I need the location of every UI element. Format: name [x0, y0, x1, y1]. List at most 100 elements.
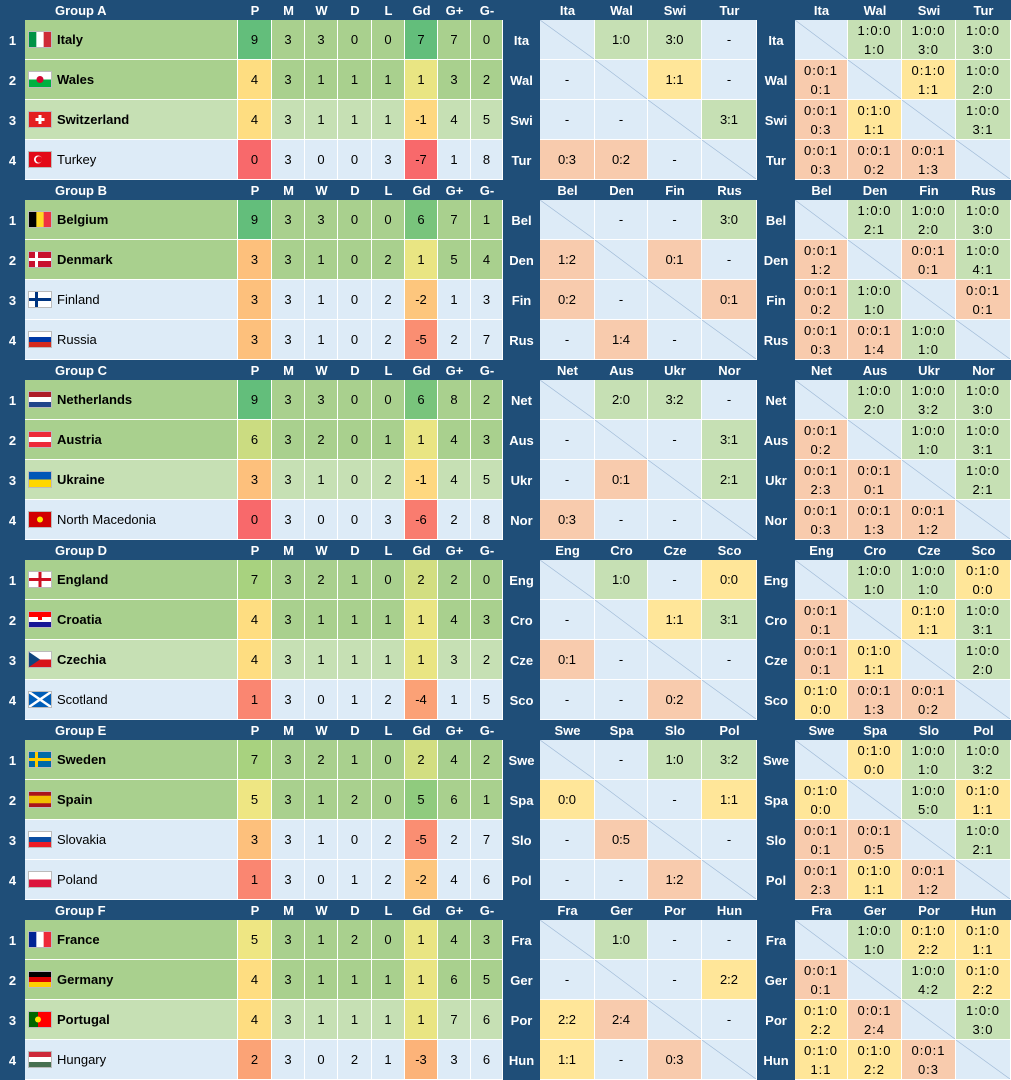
flag-part — [29, 803, 51, 807]
stat-cell: 3 — [272, 860, 305, 900]
record-wdl: 1:0:0 — [966, 422, 1000, 438]
record-cell: 0:0:1 1:3 — [902, 140, 956, 180]
record-wdl: 0:1:0 — [966, 782, 1000, 798]
record-cell: 1:0:0 3:1 — [956, 420, 1011, 460]
team-abbr: Ita — [757, 20, 795, 60]
result-cell — [702, 140, 757, 180]
record-score: 3:0 — [972, 221, 994, 237]
result-cell: - — [595, 500, 648, 540]
diagonal — [902, 460, 955, 499]
stat-cell: 3 — [272, 600, 305, 640]
opponent-header: Ukr — [902, 360, 956, 380]
team-name-cell: Ukraine — [25, 460, 238, 500]
stat-cell: 3 — [272, 420, 305, 460]
diagonal-line — [902, 280, 955, 319]
record-score: 3:1 — [972, 621, 994, 637]
flag-part — [29, 298, 51, 301]
diagonal-line — [795, 380, 847, 419]
flag — [28, 871, 52, 888]
flag-part — [29, 982, 51, 987]
record-score: 3:2 — [972, 761, 994, 777]
record-score: 3:0 — [972, 401, 994, 417]
flag — [28, 651, 52, 668]
record-wdl: 0:1:0 — [804, 782, 838, 798]
team-abbr: Cze — [757, 640, 795, 680]
stat-cell: 2 — [438, 500, 471, 540]
team-abbr: Swi — [757, 100, 795, 140]
stat-cell: 0 — [305, 1040, 338, 1080]
record-cell: 0:1:0 1:1 — [848, 860, 902, 900]
stat-cell: 3 — [272, 1000, 305, 1040]
opponent-header: Rus — [956, 180, 1011, 200]
stat-cell: 1 — [238, 860, 272, 900]
diagonal-line — [848, 420, 901, 459]
diagonal-line — [648, 640, 701, 679]
stat-cell: 1 — [405, 1000, 438, 1040]
team-name: Poland — [57, 872, 98, 887]
flag-part — [35, 156, 43, 163]
column-header: G+ — [438, 0, 471, 20]
stat-cell: 3 — [272, 820, 305, 860]
team-name: Germany — [57, 972, 114, 987]
stat-cell: 8 — [438, 380, 471, 420]
column-header: L — [372, 360, 405, 380]
stat-cell: 2 — [438, 560, 471, 600]
stat-cell: 3 — [272, 140, 305, 180]
result-cell: - — [595, 740, 648, 780]
stat-cell: 2 — [305, 420, 338, 460]
rank: 4 — [0, 140, 25, 180]
diagonal-line — [848, 960, 901, 999]
record-cell: 0:1:0 1:1 — [902, 60, 956, 100]
flag — [28, 71, 52, 88]
opponent-header: Pol — [702, 720, 757, 740]
result-cell: - — [648, 200, 702, 240]
stat-cell: 0 — [305, 500, 338, 540]
team-abbr: Den — [757, 240, 795, 280]
flag-part — [43, 212, 51, 227]
diagonal — [956, 320, 1010, 359]
stat-cell: 2 — [372, 240, 405, 280]
stat-cell: 4 — [238, 640, 272, 680]
record-cell: 0:0:1 0:2 — [902, 680, 956, 720]
opponent-header: Swi — [648, 0, 702, 20]
team-abbr: Den — [503, 240, 540, 280]
column-header: G- — [471, 360, 503, 380]
opponent-header: Bel — [540, 180, 595, 200]
record-cell: 0:1:0 1:1 — [848, 100, 902, 140]
record-wdl: 1:0:0 — [966, 202, 1000, 218]
flag-part — [29, 72, 51, 80]
record-wdl: 0:1:0 — [857, 862, 892, 878]
diagonal-line — [902, 460, 955, 499]
diagonal — [702, 320, 756, 359]
column-header: Gd — [405, 0, 438, 20]
record-score: 0:1 — [972, 301, 994, 317]
stat-cell: 1 — [372, 1000, 405, 1040]
result-cell: - — [702, 1000, 757, 1040]
record-wdl: 1:0:0 — [911, 382, 946, 398]
opponent-header: Net — [795, 360, 848, 380]
result-cell: - — [702, 380, 757, 420]
stat-cell: 6 — [471, 1040, 503, 1080]
record-wdl: 0:0:1 — [857, 322, 892, 338]
diagonal-line — [540, 740, 594, 779]
column-header: M — [272, 360, 305, 380]
stat-cell: 5 — [438, 240, 471, 280]
column-header: Gd — [405, 360, 438, 380]
record-wdl: 1:0:0 — [966, 1002, 1000, 1018]
diagonal — [848, 600, 901, 639]
opponent-header: Bel — [795, 180, 848, 200]
diagonal-line — [702, 140, 756, 179]
record-cell: 1:0:0 3:0 — [956, 380, 1011, 420]
flag-part — [29, 652, 40, 667]
stat-cell: 1 — [438, 680, 471, 720]
stat-cell: 3 — [272, 1040, 305, 1080]
stat-cell: 0 — [372, 380, 405, 420]
stat-cell: 3 — [272, 240, 305, 280]
record-wdl: 0:0:1 — [804, 862, 838, 878]
record-score: 2:3 — [810, 881, 832, 897]
record-cell — [902, 1000, 956, 1040]
record-score: 1:2 — [810, 261, 832, 277]
record-cell: 0:0:1 1:2 — [902, 500, 956, 540]
flag — [28, 751, 52, 768]
record-cell — [956, 1040, 1011, 1080]
